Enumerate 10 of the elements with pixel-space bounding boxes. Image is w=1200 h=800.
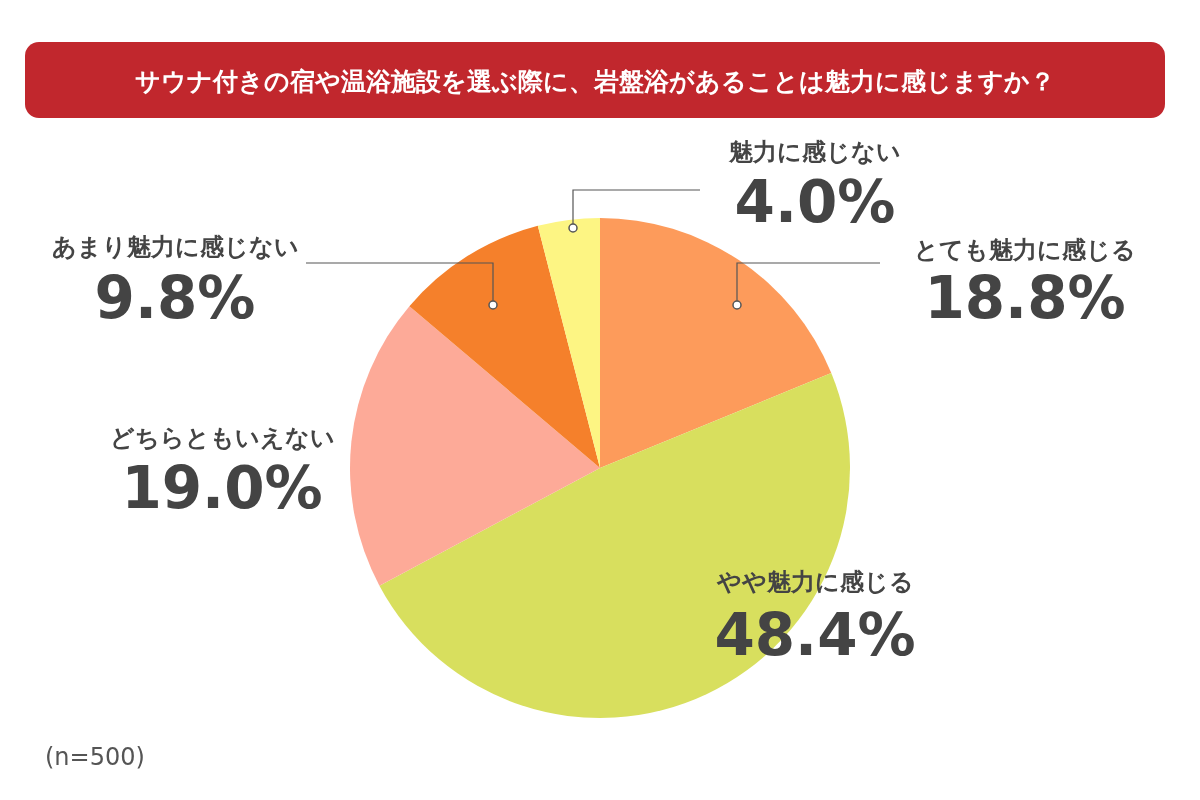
chart-title: サウナ付きの宿や温浴施設を選ぶ際に、岩盤浴があることは魅力に感じますか？: [135, 67, 1055, 96]
slice-label: とても魅力に感じる: [914, 236, 1136, 264]
slice-label: あまり魅力に感じない: [51, 233, 299, 261]
data-label: 18.8%: [924, 264, 1126, 332]
data-label: 9.8%: [94, 264, 256, 332]
data-label: 19.0%: [121, 454, 323, 522]
data-label: 4.0%: [734, 168, 896, 236]
slice-label: 魅力に感じない: [728, 138, 901, 166]
text: (n=500): [45, 743, 145, 771]
slice-label: どちらともいえない: [109, 424, 335, 452]
